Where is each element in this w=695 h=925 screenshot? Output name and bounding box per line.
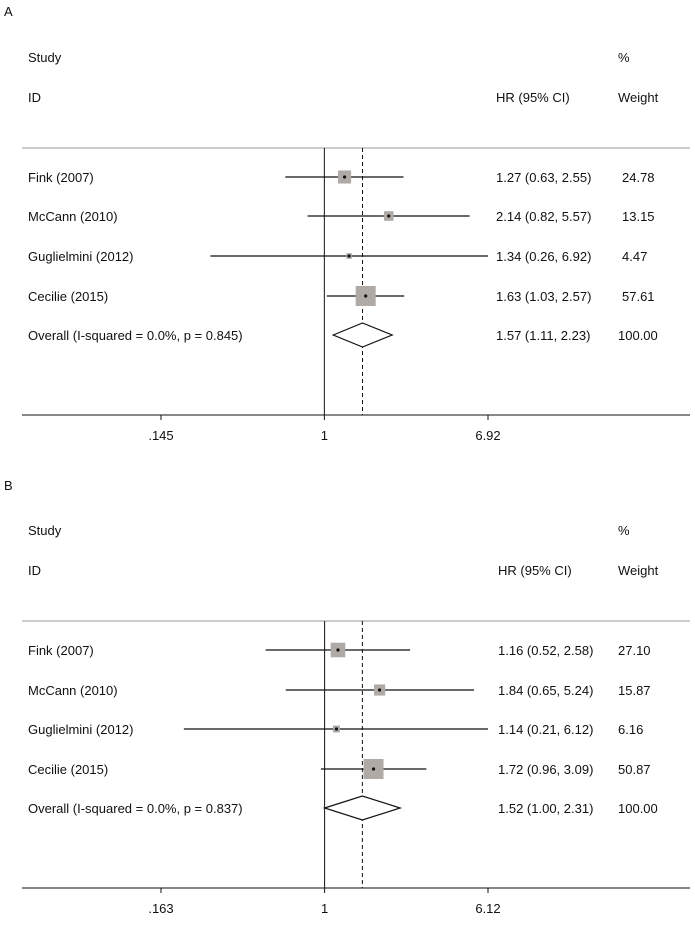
weight-value: 15.87 bbox=[618, 683, 651, 698]
study-rows: Fink (2007) 1.27 (0.63, 2.55) 24.78 McCa… bbox=[28, 170, 658, 343]
plot-marks bbox=[160, 621, 489, 893]
study-label: Cecilie (2015) bbox=[28, 762, 108, 777]
x-tick-label: .163 bbox=[148, 901, 173, 916]
study-row: Guglielmini (2012) 1.34 (0.26, 6.92) 4.4… bbox=[28, 249, 647, 264]
forest-plot-panel-a: A Study ID HR (95% CI) % Weight Fink (20… bbox=[4, 4, 690, 443]
x-tick-label: 1 bbox=[321, 901, 328, 916]
hr-ci-text: 1.72 (0.96, 3.09) bbox=[498, 762, 593, 777]
x-tick-label: 6.12 bbox=[475, 901, 500, 916]
study-row: McCann (2010) 2.14 (0.82, 5.57) 13.15 bbox=[28, 209, 655, 224]
id-header: ID bbox=[28, 90, 41, 105]
study-row: Cecilie (2015) 1.72 (0.96, 3.09) 50.87 bbox=[28, 762, 651, 777]
weight-value: 27.10 bbox=[618, 643, 651, 658]
panel-label: B bbox=[4, 478, 13, 493]
hr-ci-text: 1.27 (0.63, 2.55) bbox=[496, 170, 591, 185]
hr-ci-text: 1.16 (0.52, 2.58) bbox=[498, 643, 593, 658]
overall-weight-value: 100.00 bbox=[618, 328, 658, 343]
point-estimate bbox=[342, 175, 347, 179]
study-label: Guglielmini (2012) bbox=[28, 722, 134, 737]
study-rows: Fink (2007) 1.16 (0.52, 2.58) 27.10 McCa… bbox=[28, 643, 658, 816]
hr-ci-text: 1.34 (0.26, 6.92) bbox=[496, 249, 591, 264]
overall-row: Overall (I-squared = 0.0%, p = 0.837) 1.… bbox=[28, 801, 658, 816]
point-estimate bbox=[364, 294, 368, 298]
weight-value: 4.47 bbox=[622, 249, 647, 264]
study-label: McCann (2010) bbox=[28, 683, 118, 698]
study-row: Cecilie (2015) 1.63 (1.03, 2.57) 57.61 bbox=[28, 289, 655, 304]
overall-label: Overall (I-squared = 0.0%, p = 0.837) bbox=[28, 801, 243, 816]
weight-header: Weight bbox=[618, 563, 659, 578]
x-axis-ticks: .145 1 6.92 bbox=[148, 428, 500, 443]
weight-value: 13.15 bbox=[622, 209, 655, 224]
overall-label: Overall (I-squared = 0.0%, p = 0.845) bbox=[28, 328, 243, 343]
point-estimate bbox=[347, 254, 351, 258]
hr-ci-text: 1.14 (0.21, 6.12) bbox=[498, 722, 593, 737]
study-label: Fink (2007) bbox=[28, 170, 94, 185]
point-estimate bbox=[378, 688, 382, 692]
study-label: Fink (2007) bbox=[28, 643, 94, 658]
study-header: Study bbox=[28, 523, 62, 538]
study-row: Guglielmini (2012) 1.14 (0.21, 6.12) 6.1… bbox=[28, 722, 643, 737]
point-estimate bbox=[334, 727, 339, 731]
overall-diamond bbox=[322, 795, 403, 821]
hr-header: HR (95% CI) bbox=[496, 90, 570, 105]
x-tick-label: 1 bbox=[321, 428, 328, 443]
hr-ci-text: 1.63 (1.03, 2.57) bbox=[496, 289, 591, 304]
x-axis-ticks: .163 1 6.12 bbox=[148, 901, 500, 916]
overall-diamond bbox=[331, 322, 394, 348]
x-tick-label: 6.92 bbox=[475, 428, 500, 443]
percent-header: % bbox=[618, 523, 630, 538]
study-row: Fink (2007) 1.27 (0.63, 2.55) 24.78 bbox=[28, 170, 655, 185]
weight-value: 6.16 bbox=[618, 722, 643, 737]
study-label: McCann (2010) bbox=[28, 209, 118, 224]
study-label: Guglielmini (2012) bbox=[28, 249, 134, 264]
point-estimate bbox=[371, 767, 376, 771]
study-label: Cecilie (2015) bbox=[28, 289, 108, 304]
point-estimate bbox=[387, 214, 391, 218]
overall-weight-value: 100.00 bbox=[618, 801, 658, 816]
panel-label: A bbox=[4, 4, 13, 19]
forest-plot-panel-b: B Study ID HR (95% CI) % Weight Fink (20… bbox=[4, 478, 690, 916]
weight-value: 57.61 bbox=[622, 289, 655, 304]
overall-hr-ci-text: 1.52 (1.00, 2.31) bbox=[498, 801, 593, 816]
overall-hr-ci-text: 1.57 (1.11, 2.23) bbox=[496, 328, 590, 343]
plot-marks bbox=[160, 148, 489, 420]
hr-ci-text: 1.84 (0.65, 5.24) bbox=[498, 683, 593, 698]
overall-row: Overall (I-squared = 0.0%, p = 0.845) 1.… bbox=[28, 328, 658, 343]
hr-header: HR (95% CI) bbox=[498, 563, 572, 578]
weight-value: 24.78 bbox=[622, 170, 655, 185]
hr-ci-text: 2.14 (0.82, 5.57) bbox=[496, 209, 591, 224]
percent-header: % bbox=[618, 50, 630, 65]
study-row: McCann (2010) 1.84 (0.65, 5.24) 15.87 bbox=[28, 683, 651, 698]
study-header: Study bbox=[28, 50, 62, 65]
point-estimate bbox=[336, 648, 340, 652]
study-row: Fink (2007) 1.16 (0.52, 2.58) 27.10 bbox=[28, 643, 651, 658]
weight-header: Weight bbox=[618, 90, 659, 105]
id-header: ID bbox=[28, 563, 41, 578]
weight-value: 50.87 bbox=[618, 762, 651, 777]
x-tick-label: .145 bbox=[148, 428, 173, 443]
